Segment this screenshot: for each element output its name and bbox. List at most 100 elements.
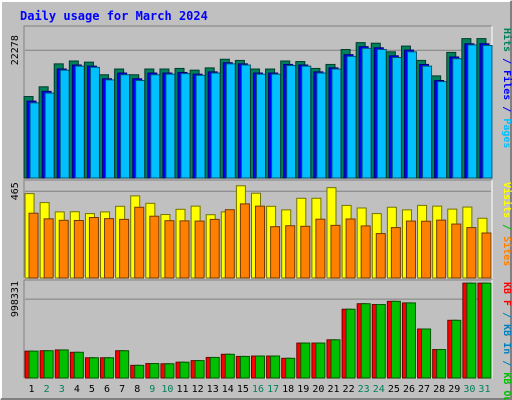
x-tick-label: 20 <box>312 384 324 395</box>
bar-kb-out-day-31 <box>481 282 492 379</box>
bar-sites-day-17 <box>270 226 281 279</box>
bar-sites-day-24 <box>375 233 386 279</box>
bar-kb-out-day-20 <box>315 342 326 379</box>
bar-pages-day-31 <box>482 45 493 179</box>
bar-kb-out-day-11 <box>179 361 190 379</box>
bar-kb-out-day-6 <box>104 357 115 379</box>
bar-kb-out-day-5 <box>88 357 99 379</box>
bar-pages-day-18 <box>286 65 297 179</box>
x-tick-label: 10 <box>161 384 173 395</box>
legend-text: / <box>501 218 512 236</box>
bar-pages-day-28 <box>437 81 448 179</box>
bar-pages-day-23 <box>361 47 372 179</box>
bar-kb-out-day-14 <box>224 353 235 379</box>
bar-pages-day-25 <box>391 57 402 179</box>
bar-sites-day-11 <box>179 220 190 279</box>
bar-sites-day-10 <box>164 220 175 279</box>
bar-pages-day-30 <box>467 44 478 179</box>
bar-pages-day-24 <box>376 49 387 179</box>
legend-text: / <box>501 306 512 324</box>
legend-text: KB In <box>501 324 512 354</box>
bar-sites-day-1 <box>28 212 39 279</box>
bar-kb-out-day-19 <box>300 342 311 379</box>
legend-text: Pages <box>501 118 512 148</box>
bar-pages-day-15 <box>240 64 251 179</box>
legend-text: / <box>501 354 512 372</box>
x-tick-label: 29 <box>448 384 460 395</box>
series-legend: KB F / KB In / KB Out <box>501 282 512 400</box>
bar-pages-day-8 <box>135 79 146 179</box>
bar-pages-day-2 <box>44 92 55 179</box>
bar-kb-out-day-15 <box>239 355 250 379</box>
x-tick-label: 18 <box>282 384 294 395</box>
legend-text: Files <box>501 70 512 100</box>
bar-pages-day-16 <box>256 73 266 179</box>
bar-sites-day-8 <box>134 206 145 279</box>
bar-sites-day-31 <box>481 232 492 279</box>
x-tick-label: 3 <box>59 384 65 395</box>
legend-text: / <box>501 100 512 118</box>
bar-kb-out-day-12 <box>194 360 205 379</box>
x-tick-label: 8 <box>134 384 140 395</box>
bar-pages-day-14 <box>225 63 236 179</box>
bar-pages-day-20 <box>316 72 327 179</box>
bar-sites-day-14 <box>224 209 235 279</box>
series-legend: Visits / Sites <box>501 182 512 266</box>
bar-kb-out-day-27 <box>421 328 432 379</box>
panel-frame-dark <box>23 279 492 378</box>
bar-pages-day-5 <box>89 66 100 179</box>
x-tick-label: 7 <box>119 384 125 395</box>
x-tick-label: 28 <box>433 384 445 395</box>
bar-sites-day-3 <box>58 219 69 279</box>
bar-sites-day-5 <box>88 217 99 279</box>
bar-pages-day-11 <box>180 73 191 179</box>
bar-pages-day-3 <box>59 69 70 179</box>
bar-pages-day-19 <box>301 65 312 179</box>
bar-kb-out-day-30 <box>466 282 477 379</box>
y-tick-label: 998331 <box>10 281 21 317</box>
x-tick-label: 22 <box>343 384 355 395</box>
bar-sites-day-21 <box>330 224 341 279</box>
chart-panels: 22278 Hits / Files / Pages 465 Visits / Sit… <box>10 25 512 400</box>
bar-pages-day-26 <box>406 51 417 179</box>
x-tick-label: 12 <box>192 384 204 395</box>
bar-kb-out-day-21 <box>330 339 341 379</box>
bar-sites-day-29 <box>451 223 462 279</box>
bar-kb-out-day-25 <box>390 300 401 379</box>
bar-kb-out-day-29 <box>451 319 462 379</box>
bar-kb-out-day-10 <box>164 363 175 379</box>
panel-1: 22278 Hits / Files / Pages <box>10 25 512 179</box>
bar-kb-out-day-22 <box>345 308 356 379</box>
bar-kb-out-day-9 <box>149 363 160 379</box>
bar-sites-day-19 <box>300 225 311 279</box>
x-tick-label: 5 <box>89 384 95 395</box>
x-tick-label: 24 <box>373 384 385 395</box>
x-tick-label: 1 <box>29 384 35 395</box>
bar-sites-day-13 <box>209 218 220 279</box>
bar-pages-day-6 <box>105 79 116 179</box>
panel-2: 465 Visits / Sites <box>10 179 512 279</box>
bar-sites-day-26 <box>405 220 416 279</box>
x-tick-label: 23 <box>358 384 370 395</box>
x-tick-label: 15 <box>237 384 249 395</box>
bar-kb-out-day-17 <box>270 355 281 379</box>
panel-frame-dark <box>23 179 492 278</box>
x-tick-label: 9 <box>149 384 155 395</box>
x-tick-label: 30 <box>463 384 475 395</box>
series-legend: Hits / Files / Pages <box>501 28 512 148</box>
x-tick-label: 21 <box>327 384 339 395</box>
bar-kb-out-day-1 <box>28 350 39 379</box>
bar-kb-out-day-13 <box>209 356 220 379</box>
bar-pages-day-9 <box>150 74 161 179</box>
bar-kb-out-day-3 <box>58 349 69 379</box>
legend-text: KB Out <box>501 372 512 400</box>
bar-kb-out-day-7 <box>119 350 130 379</box>
x-tick-label: 26 <box>403 384 415 395</box>
x-tick-label: 31 <box>478 384 490 395</box>
x-tick-label: 13 <box>207 384 219 395</box>
bar-sites-day-18 <box>285 225 296 279</box>
bar-kb-out-day-28 <box>436 349 447 379</box>
x-tick-label: 14 <box>222 384 234 395</box>
y-tick-label: 22278 <box>10 35 21 65</box>
